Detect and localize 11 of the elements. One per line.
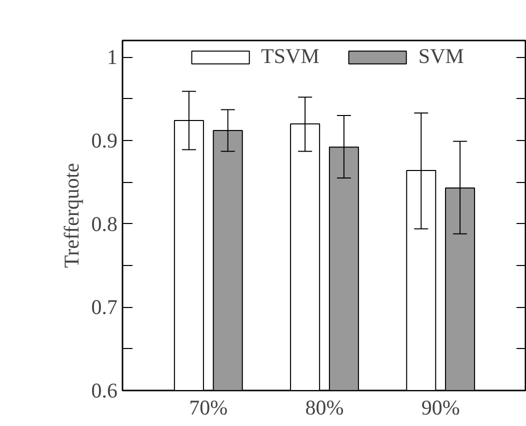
y-tick-label: 1 [107, 45, 118, 70]
legend-label: SVM [418, 44, 464, 69]
x-tick-label: 90% [421, 396, 460, 420]
y-tick-label: 0.9 [91, 128, 118, 152]
legend-label: TSVM [261, 44, 320, 69]
y-axis-title: Trefferquote [59, 163, 84, 268]
y-tick-label: 0.6 [91, 378, 118, 402]
y-tick-label: 0.7 [91, 295, 118, 320]
x-tick-label: 80% [305, 396, 344, 420]
y-tick-label: 0.8 [91, 212, 118, 236]
x-tick-label: 70% [189, 396, 228, 420]
